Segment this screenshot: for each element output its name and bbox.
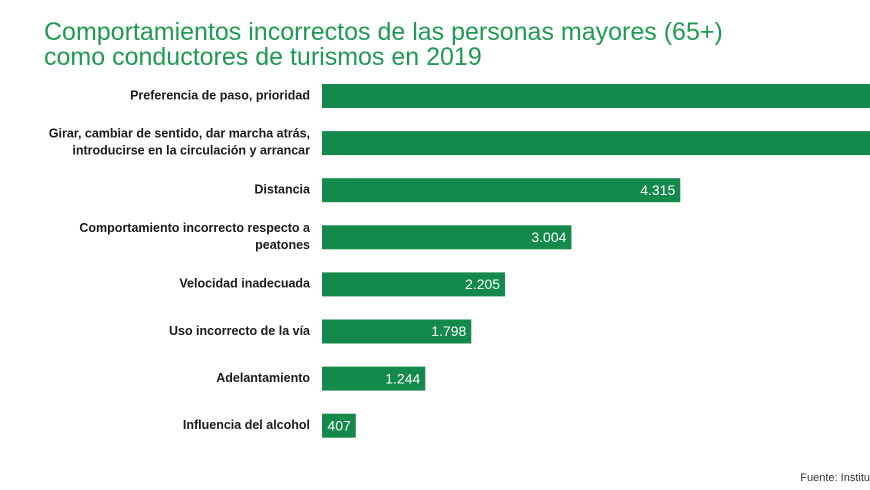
bar [322, 178, 681, 203]
value-label: 1.244 [385, 370, 420, 386]
bar [322, 84, 870, 108]
category-label: Distancia [254, 182, 311, 196]
value-label: 4.315 [640, 182, 675, 198]
value-label: 1.798 [431, 323, 466, 339]
value-label: 407 [327, 417, 351, 433]
bar [322, 225, 572, 250]
category-label: Adelantamiento [216, 371, 310, 385]
bar [322, 413, 356, 438]
bar [322, 272, 506, 297]
category-label: Girar, cambiar de sentido, dar marcha at… [49, 127, 310, 158]
category-label: Comportamiento incorrecto respecto a peat… [79, 221, 311, 252]
bar [322, 131, 870, 156]
bar [322, 366, 426, 391]
source: Fuente: Institu [800, 472, 870, 484]
value-label: 3.004 [531, 229, 566, 245]
category-label: Influencia del alcohol [183, 418, 310, 432]
category-label: Velocidad inadecuada [179, 277, 311, 291]
bar [322, 319, 472, 344]
chart-title: Comportamientos incorrectos de las perso… [44, 18, 723, 71]
value-label: 2.205 [465, 276, 500, 292]
category-label: Preferencia de paso, prioridad [130, 88, 310, 102]
category-label: Uso incorrecto de la vía [169, 324, 311, 338]
